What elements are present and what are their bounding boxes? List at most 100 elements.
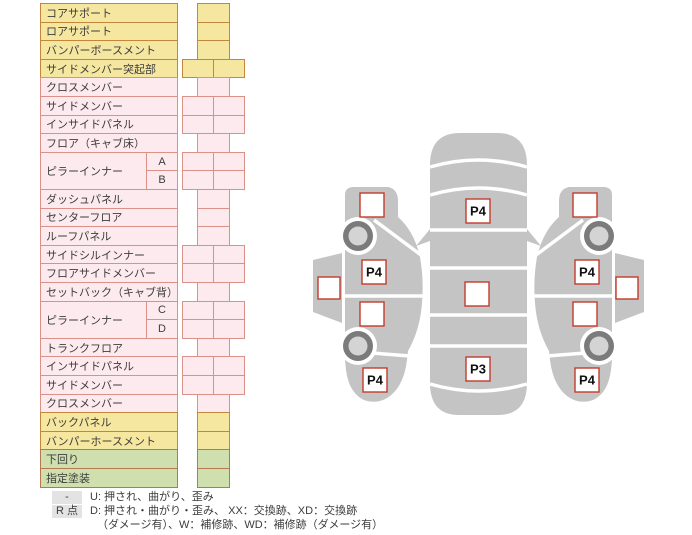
windshield-top-line bbox=[429, 186, 528, 197]
pillar-sub-label: D bbox=[146, 319, 178, 339]
grid-cell bbox=[213, 170, 245, 190]
left-rear-wheel bbox=[339, 327, 377, 365]
grid-cell bbox=[197, 393, 230, 414]
legend-row-u: - U: 押され、曲がり、歪み bbox=[40, 490, 383, 504]
grid-cell bbox=[213, 114, 245, 135]
grid-cell bbox=[182, 356, 214, 376]
grid-cell bbox=[197, 40, 230, 60]
car-side-view-right bbox=[534, 187, 644, 402]
part-label: サイドシルインナー bbox=[40, 244, 178, 265]
grid-cell bbox=[182, 151, 214, 172]
part-label: ピラーインナー bbox=[40, 151, 147, 190]
right-rear-divider bbox=[546, 351, 586, 358]
part-label: ロアサポート bbox=[40, 21, 178, 42]
damage-marker: P4 bbox=[361, 259, 387, 285]
damage-marker: P3 bbox=[465, 356, 491, 382]
legend-row-cont: （ダメージ有）、W：補修跡、WD：補修跡（ダメージ有） bbox=[40, 518, 383, 532]
grid-cell bbox=[213, 96, 245, 116]
damage-marker-box bbox=[464, 281, 490, 307]
right-rear-wheel bbox=[580, 327, 618, 365]
grid-cell bbox=[197, 430, 230, 451]
damage-marker-box bbox=[359, 192, 385, 218]
part-label: バックパネル bbox=[40, 412, 178, 432]
grid-cell bbox=[182, 300, 214, 321]
grid-cell bbox=[197, 412, 230, 432]
legend-badge-dash: - bbox=[52, 491, 82, 504]
pillar-sub-label: B bbox=[146, 170, 178, 190]
grid-cell bbox=[182, 170, 214, 190]
damage-marker-label: P4 bbox=[579, 265, 596, 280]
grid-cell bbox=[213, 319, 245, 339]
left-rear-divider bbox=[371, 351, 411, 358]
damage-marker-label: P4 bbox=[579, 373, 596, 388]
legend-text-cont: （ダメージ有）、W：補修跡、WD：補修跡（ダメージ有） bbox=[97, 519, 384, 531]
legend-row-r: R 点 D: 押され・曲がり・歪み、 XX：交換跡、XD：交換跡 bbox=[40, 504, 383, 518]
left-front-wheel bbox=[339, 217, 377, 255]
part-label: ダッシュパネル bbox=[40, 189, 178, 209]
part-label: インサイドパネル bbox=[40, 114, 178, 135]
part-label: バンパーホースメント bbox=[40, 430, 178, 451]
part-label: セットバック（キャブ背） bbox=[40, 282, 178, 302]
grid-cell bbox=[182, 58, 214, 79]
grid-cell bbox=[197, 207, 230, 228]
grid-cell bbox=[197, 449, 230, 469]
grid-cell bbox=[197, 133, 230, 153]
grid-cell bbox=[182, 319, 214, 339]
pillar-sub-label: A bbox=[146, 151, 178, 172]
right-mirror bbox=[527, 229, 541, 246]
damage-marker: P4 bbox=[465, 198, 491, 224]
car-diagram: P4 P4 P4 P3 P4 P4 bbox=[313, 133, 644, 415]
damage-marker-box bbox=[615, 276, 639, 300]
damage-table: コアサポート ロアサポート バンパーボースメント サイドメンバー突起部 クロスメンバーサ… bbox=[40, 3, 250, 493]
grid-cell bbox=[197, 189, 230, 209]
part-label: トランクフロア bbox=[40, 337, 178, 358]
part-label: サイドメンバー突起部 bbox=[40, 58, 178, 79]
part-label: インサイドパネル bbox=[40, 356, 178, 376]
legend: - U: 押され、曲がり、歪み R 点 D: 押され・曲がり・歪み、 XX：交換跡、… bbox=[40, 490, 383, 532]
hood-line bbox=[429, 158, 528, 169]
part-label: クロスメンバー bbox=[40, 77, 178, 97]
grid-cell bbox=[197, 282, 230, 302]
grid-cell bbox=[197, 21, 230, 42]
damage-marker-label: P3 bbox=[470, 362, 486, 377]
part-label: センターフロア bbox=[40, 207, 178, 228]
part-label: 指定塗装 bbox=[40, 468, 178, 488]
part-label: ルーフパネル bbox=[40, 226, 178, 246]
right-front-wheel bbox=[580, 217, 618, 255]
damage-marker-box bbox=[317, 276, 341, 300]
part-label: ピラーインナー bbox=[40, 300, 147, 339]
damage-markers-layer: P4 P4 P4 P3 P4 P4 bbox=[317, 192, 639, 393]
legend-badge-col: - bbox=[40, 490, 82, 504]
damage-marker: P4 bbox=[574, 367, 600, 393]
damage-marker-label: P4 bbox=[367, 373, 384, 388]
grid-cell bbox=[213, 263, 245, 283]
car-side-view-left bbox=[313, 187, 423, 402]
grid-cell bbox=[213, 58, 245, 79]
damage-marker: P4 bbox=[362, 367, 388, 393]
part-label: サイドメンバー bbox=[40, 375, 178, 395]
left-mirror bbox=[416, 229, 430, 246]
grid-cell bbox=[197, 77, 230, 97]
damage-marker: P4 bbox=[574, 259, 600, 285]
rear-window-bottom-line bbox=[429, 382, 528, 393]
grid-cell bbox=[182, 263, 214, 283]
right-cab-divider bbox=[534, 218, 585, 257]
part-label: クロスメンバー bbox=[40, 393, 178, 414]
car-top-view bbox=[416, 133, 541, 415]
damage-marker-label: P4 bbox=[470, 204, 487, 219]
part-label: サイドメンバー bbox=[40, 96, 178, 116]
grid-cell bbox=[213, 244, 245, 265]
grid-cell bbox=[197, 337, 230, 358]
damage-marker-box bbox=[359, 301, 385, 327]
grid-cell bbox=[182, 375, 214, 395]
grid-cell bbox=[182, 114, 214, 135]
grid-cell bbox=[213, 375, 245, 395]
grid-cell bbox=[197, 226, 230, 246]
legend-text-d: D: 押され・曲がり・歪み、 XX：交換跡、XD：交換跡 bbox=[90, 505, 358, 517]
grid-cell bbox=[197, 468, 230, 488]
pillar-sub-label: C bbox=[146, 300, 178, 321]
grid-cell bbox=[213, 151, 245, 172]
part-label: 下回り bbox=[40, 449, 178, 469]
legend-badge-rpoint: R 点 bbox=[52, 505, 82, 518]
